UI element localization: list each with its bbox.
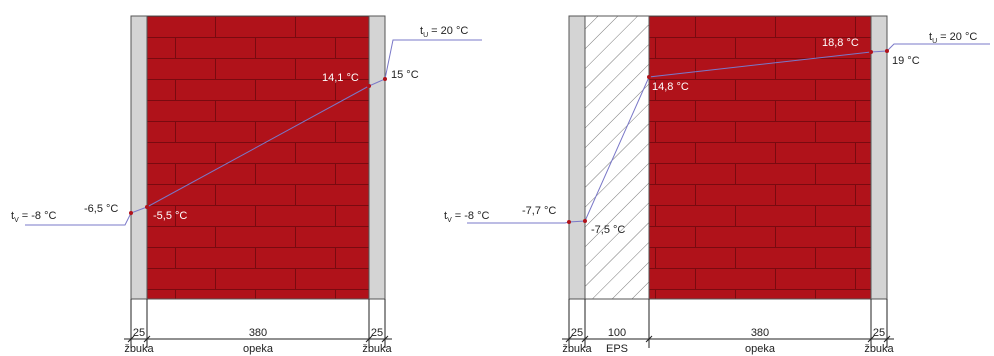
left-point-interface-inner [367, 84, 371, 88]
right-dim-plaster-inner: 25 [873, 327, 885, 339]
left-temperature-line [25, 39, 482, 226]
left-inside-temp-label: tU = 20 °C [420, 25, 468, 39]
left-dim-brick: 380 [249, 327, 267, 339]
left-brick-layer [146, 15, 370, 300]
right-layer-brick: opeka [745, 343, 776, 355]
right-surface-outer-label: -7,7 °C [522, 205, 556, 217]
left-dim-plaster-inner: 25 [371, 327, 383, 339]
left-inner-plaster [368, 15, 386, 300]
right-point-inner-surface [885, 49, 889, 53]
right-interface-inner-label: 18,8 °C [822, 37, 859, 49]
left-interface-outer-label: -5,5 °C [153, 210, 187, 222]
left-dim-plaster-outer: 25 [133, 327, 145, 339]
left-point-inner-surface [383, 77, 387, 81]
right-surface-inner-label: 19 °C [892, 55, 920, 67]
left-point-outer-surface [129, 211, 133, 215]
left-dimension-line [124, 299, 392, 348]
right-inside-temp-label: tU = 20 °C [929, 31, 977, 45]
right-outer-plaster [568, 15, 586, 300]
right-outside-temp-label: tV = -8 °C [444, 210, 490, 224]
left-wall: tV = -8 °C tU = 20 °C -6,5 °C -5,5 °C 14… [11, 15, 482, 355]
left-point-interface-outer [145, 205, 149, 209]
left-surface-outer-label: -6,5 °C [84, 203, 118, 215]
left-interface-inner-label: 14,1 °C [322, 72, 359, 84]
right-point-interface-inner [869, 50, 873, 54]
right-dimension-line [562, 299, 894, 348]
right-inner-plaster [870, 15, 888, 300]
left-layer-plaster-outer: žbuka [124, 343, 154, 355]
right-point-outer-surface [567, 220, 571, 224]
right-eps-layer [584, 15, 650, 300]
right-point-interface-brick [647, 75, 651, 79]
right-dim-eps: 100 [608, 327, 626, 339]
right-brick-layer [648, 15, 872, 300]
right-point-interface-eps [583, 219, 587, 223]
right-dim-plaster-outer: 25 [571, 327, 583, 339]
right-interface-eps-label: -7,5 °C [591, 224, 625, 236]
left-outside-temp-label: tV = -8 °C [11, 210, 57, 224]
right-wall: tV = -8 °C tU = 20 °C -7,7 °C -7,5 °C 14… [444, 15, 990, 355]
left-layer-plaster-inner: žbuka [362, 343, 392, 355]
left-layer-brick: opeka [243, 343, 274, 355]
right-interface-brick-label: 14,8 °C [652, 81, 689, 93]
left-outer-plaster [130, 15, 148, 300]
left-surface-inner-label: 15 °C [391, 69, 419, 81]
right-layer-plaster-inner: žbuka [864, 343, 894, 355]
right-layer-eps: EPS [606, 343, 628, 355]
right-dim-brick: 380 [751, 327, 769, 339]
right-layer-plaster-outer: žbuka [562, 343, 592, 355]
